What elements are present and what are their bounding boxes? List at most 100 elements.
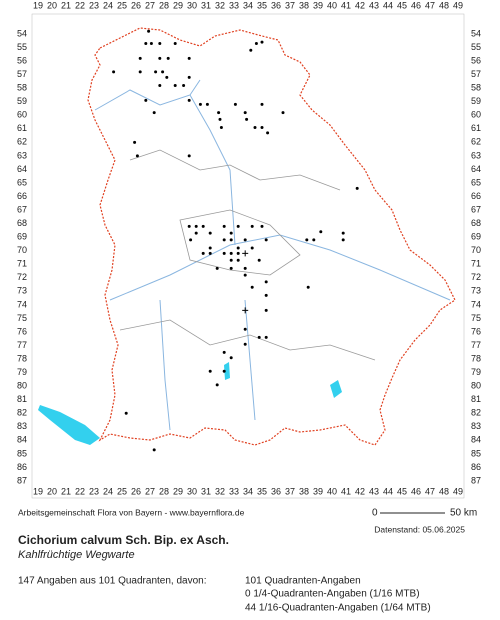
map-frame	[31, 13, 465, 499]
occurrence-dot	[208, 246, 212, 250]
column-label: 23	[89, 486, 99, 496]
occurrence-dot	[260, 125, 264, 129]
column-label: 42	[355, 486, 365, 496]
occurrence-dot	[219, 125, 223, 129]
occurrence-dot	[305, 238, 309, 242]
occurrence-dot	[245, 117, 249, 121]
occurrence-dot	[260, 40, 264, 44]
column-label: 39	[313, 486, 323, 496]
row-label: 83	[471, 421, 481, 431]
row-label: 59	[17, 96, 27, 106]
rivers	[94, 79, 451, 431]
occurrence-dot	[229, 238, 233, 242]
occurrence-dot	[222, 350, 226, 354]
row-label: 66	[17, 191, 27, 201]
row-label: 78	[471, 353, 481, 363]
column-label: 19	[33, 486, 43, 496]
row-label: 84	[471, 435, 481, 445]
row-label: 72	[17, 272, 27, 282]
occurrence-dot	[173, 83, 177, 87]
occurrence-dot	[260, 224, 264, 228]
subtitle: Kahlfrüchtige Wegwarte	[18, 549, 135, 561]
row-label: 54	[17, 28, 27, 38]
row-label: 75	[17, 313, 27, 323]
occurrence-dot	[152, 111, 156, 115]
column-label: 41	[341, 0, 351, 10]
row-label: 58	[17, 83, 27, 93]
row-label: 86	[471, 462, 481, 472]
occurrence-dot	[264, 335, 268, 339]
occurrence-dot	[264, 238, 268, 242]
occurrence-dot	[250, 285, 254, 289]
row-label: 55	[17, 42, 27, 52]
occurrence-dot	[154, 70, 158, 74]
occurrence-dot	[173, 41, 177, 45]
row-label: 71	[17, 259, 27, 269]
row-label: 62	[17, 137, 27, 147]
occurrence-dot	[201, 224, 205, 228]
row-label: 76	[471, 326, 481, 336]
row-label: 77	[17, 340, 27, 350]
district-borders	[119, 149, 376, 361]
state-border	[87, 27, 456, 446]
column-label: 48	[439, 0, 449, 10]
occurrence-dot	[355, 186, 359, 190]
row-label: 62	[471, 137, 481, 147]
column-label: 28	[159, 0, 169, 10]
row-label: 74	[471, 299, 481, 309]
column-label: 43	[369, 486, 379, 496]
occurrence-dot	[222, 251, 226, 255]
column-label: 44	[383, 0, 393, 10]
occurrence-dot	[165, 75, 169, 79]
occurrence-dot	[250, 224, 254, 228]
column-label: 41	[341, 486, 351, 496]
row-label: 63	[17, 150, 27, 160]
row-label: 75	[471, 313, 481, 323]
row-label: 73	[471, 286, 481, 296]
occurrence-dot	[319, 230, 323, 234]
column-label: 31	[201, 0, 211, 10]
occurrence-dot	[161, 70, 165, 74]
row-label: 58	[471, 83, 481, 93]
row-label: 76	[17, 326, 27, 336]
column-label: 29	[173, 0, 183, 10]
occurrence-dot	[215, 383, 219, 387]
column-label: 33	[229, 0, 239, 10]
occurrence-dot	[194, 231, 198, 235]
row-label: 78	[17, 353, 27, 363]
column-label: 29	[173, 486, 183, 496]
row-label: 87	[471, 475, 481, 485]
column-label: 19	[33, 0, 43, 10]
credit: Arbeitsgemeinschaft Flora von Bayern - w…	[18, 507, 245, 517]
occurrence-dot	[144, 41, 148, 45]
row-label: 61	[471, 123, 481, 133]
row-label: 61	[17, 123, 27, 133]
row-label: 79	[17, 367, 27, 377]
lake-constance	[38, 405, 100, 445]
occurrence-dot	[158, 41, 162, 45]
occurrence-dot	[264, 280, 268, 284]
count: 0 1/4-Quadranten-Angaben (1/16 MTB)	[245, 589, 420, 600]
count: 101 Quadranten-Angaben	[245, 576, 361, 587]
occurrence-dot	[264, 293, 268, 297]
column-label: 36	[271, 0, 281, 10]
column-label: 35	[257, 486, 267, 496]
row-label: 81	[471, 394, 481, 404]
row-label: 86	[17, 462, 27, 472]
column-label: 40	[327, 0, 337, 10]
row-label: 82	[17, 408, 27, 418]
row-label: 69	[17, 232, 27, 242]
occurrence-dot	[222, 224, 226, 228]
occurrence-dot	[138, 56, 142, 60]
column-label: 22	[75, 0, 85, 10]
occurrence-dot	[198, 102, 202, 106]
occurrence-dot	[158, 56, 162, 60]
occurrence-dot	[236, 246, 240, 250]
occurrence-dot	[257, 335, 261, 339]
column-label: 27	[145, 486, 155, 496]
row-label: 80	[17, 381, 27, 391]
column-label: 46	[411, 0, 421, 10]
row-label: 73	[17, 286, 27, 296]
lake	[224, 362, 230, 380]
occurrence-dot	[187, 154, 191, 158]
